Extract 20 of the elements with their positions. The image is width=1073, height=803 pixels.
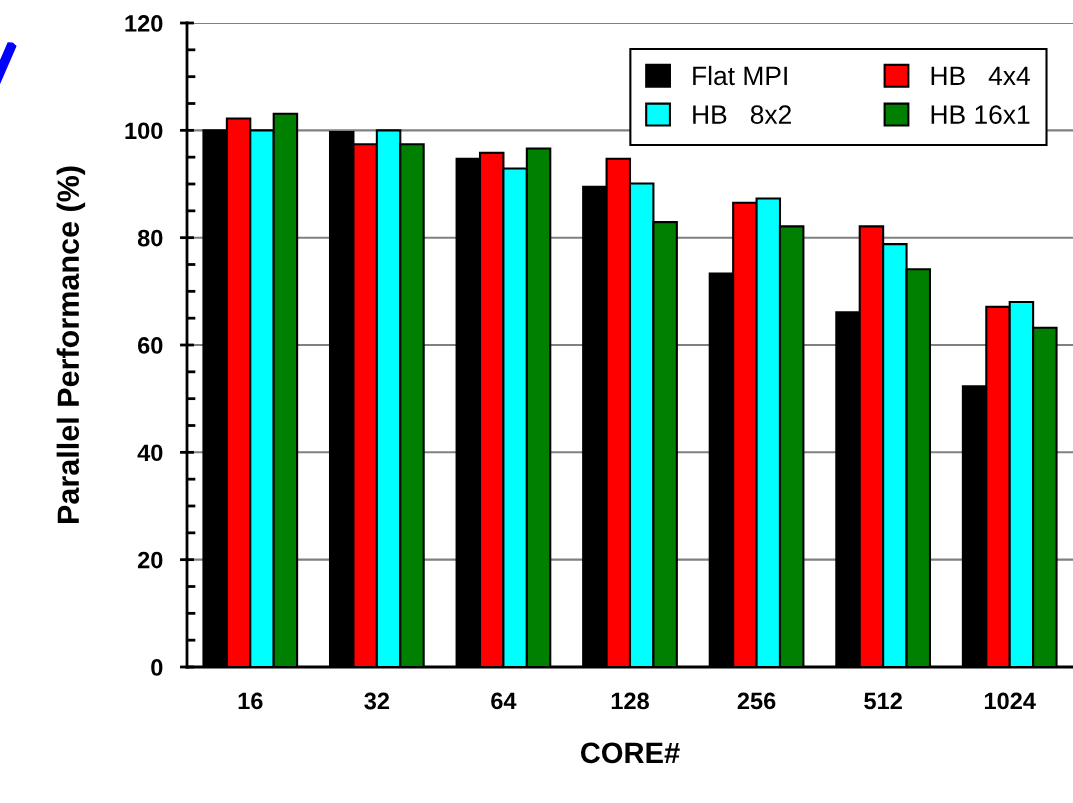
legend-label: HB 8x2 [693,105,791,124]
legend-label: Flat MPI [693,65,787,86]
x-tick-label: 64 [491,692,517,710]
y-axis-title: Parallel Performance (%) [56,166,86,523]
x-tick-label: 512 [864,692,902,710]
y-tick-label: 40 [137,444,163,462]
y-tick-label: 20 [137,551,163,569]
x-tick-label: 256 [737,692,776,710]
x-axis-title: CORE# [580,742,680,764]
y-tick-label: 80 [137,229,163,247]
x-tick-label: 128 [611,692,649,710]
legend-label: HB 4x4 [931,66,1030,85]
legend-label: HB 16x1 [931,105,1030,124]
y-tick-label: 0 [151,659,163,676]
y-tick-label: 120 [125,15,163,32]
y-tick-label: 100 [125,122,163,140]
x-tick-label: 1024 [984,692,1036,710]
x-tick-label: 16 [238,692,263,710]
x-tick-label: 32 [364,692,390,710]
y-tick-label: 60 [137,337,163,354]
